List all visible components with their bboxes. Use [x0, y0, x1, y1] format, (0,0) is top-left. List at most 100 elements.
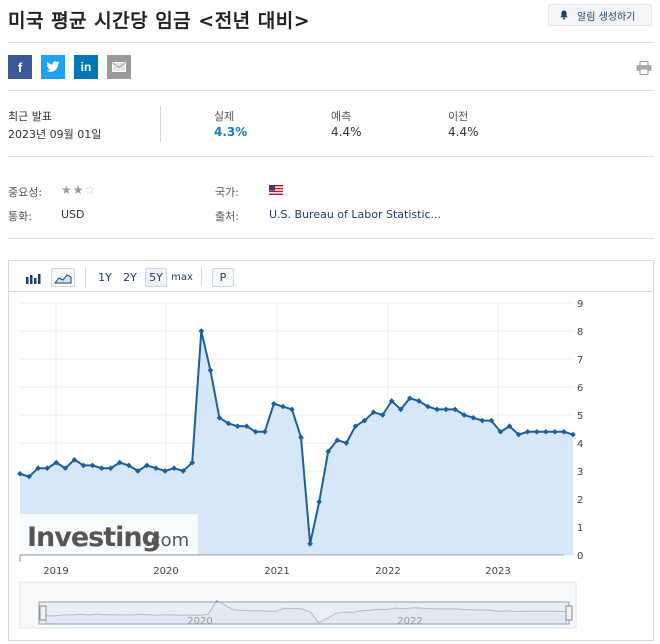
forecast-value: 4.4% — [331, 125, 362, 139]
data-point[interactable] — [533, 428, 540, 435]
data-point[interactable] — [298, 434, 304, 441]
data-point[interactable] — [252, 428, 259, 435]
data-point[interactable] — [180, 468, 187, 474]
bar-chart-button[interactable] — [21, 268, 45, 287]
data-point[interactable] — [89, 462, 96, 469]
data-point[interactable] — [316, 498, 322, 505]
data-point[interactable] — [334, 437, 341, 444]
watermark-suffix: .com — [145, 530, 189, 551]
area-chart-button[interactable] — [51, 268, 75, 287]
data-point[interactable] — [488, 417, 495, 424]
page-title: 미국 평균 시간당 임금 <전년 대비> — [8, 10, 311, 32]
data-point[interactable] — [561, 428, 567, 435]
create-alert-button[interactable]: 알림 생성하기 — [548, 4, 652, 26]
data-point[interactable] — [17, 470, 23, 477]
data-point[interactable] — [216, 414, 223, 421]
divider — [160, 106, 161, 142]
data-point[interactable] — [44, 465, 51, 472]
divider — [85, 267, 86, 287]
data-point[interactable] — [542, 428, 549, 435]
data-point[interactable] — [271, 400, 277, 407]
data-point[interactable] — [116, 459, 123, 466]
data-point[interactable] — [388, 398, 395, 404]
data-point[interactable] — [261, 428, 268, 435]
y-tick-label: 8 — [577, 327, 583, 338]
star-icon: ★ — [72, 183, 85, 197]
envelope-icon — [112, 62, 126, 72]
range-1y-button[interactable]: 1Y — [98, 271, 112, 284]
twitter-icon — [46, 61, 60, 72]
navigator-label: 2022 — [397, 616, 422, 627]
data-point[interactable] — [107, 465, 114, 472]
p-button[interactable]: P — [212, 268, 234, 287]
data-point[interactable] — [570, 431, 576, 438]
data-point[interactable] — [35, 465, 41, 472]
currency-value: USD — [61, 208, 85, 221]
email-share-button[interactable] — [107, 55, 131, 79]
navigator[interactable]: 2020 2022 — [19, 581, 577, 629]
linkedin-share-button[interactable]: in — [74, 55, 98, 79]
data-point[interactable] — [225, 420, 232, 427]
data-point[interactable] — [343, 440, 350, 446]
divider — [8, 156, 654, 157]
x-tick-label: 2023 — [485, 566, 510, 577]
range-2y-button[interactable]: 2Y — [123, 271, 137, 284]
divider — [8, 238, 654, 239]
currency-label: 통화: — [8, 210, 32, 223]
navigator-left-handle[interactable] — [39, 605, 47, 621]
data-point[interactable] — [98, 465, 105, 472]
data-point[interactable] — [26, 473, 32, 480]
y-tick-label: 5 — [577, 411, 583, 422]
us-flag-icon — [269, 185, 283, 195]
linkedin-icon: in — [80, 60, 92, 74]
data-point[interactable] — [552, 428, 558, 435]
data-point[interactable] — [470, 414, 477, 421]
data-point[interactable] — [361, 417, 368, 424]
actual-label: 실제 — [214, 110, 235, 123]
data-point[interactable] — [243, 423, 250, 430]
data-point[interactable] — [80, 462, 87, 469]
data-point[interactable] — [524, 428, 531, 435]
data-point[interactable] — [162, 468, 168, 474]
data-point[interactable] — [125, 462, 132, 469]
data-point[interactable] — [352, 423, 359, 430]
data-point[interactable] — [144, 462, 150, 469]
wage-growth-chart[interactable]: 0 1 2 3 4 5 6 7 8 9 2019 2020 2021 2022 2023 Investin… — [9, 292, 653, 640]
data-point[interactable] — [406, 395, 413, 402]
data-point[interactable] — [497, 428, 504, 435]
navigator-selection[interactable] — [39, 602, 569, 624]
printer-icon[interactable] — [636, 61, 652, 75]
y-tick-label: 1 — [577, 523, 583, 534]
data-point[interactable] — [207, 367, 214, 374]
navigator-right-handle[interactable] — [565, 605, 573, 621]
data-point[interactable] — [171, 465, 177, 472]
latest-release-label: 최근 발표 — [8, 110, 52, 123]
star-icon: ★ — [61, 183, 73, 197]
navigator-label: 2020 — [187, 616, 212, 627]
data-point[interactable] — [461, 412, 468, 418]
source-link[interactable]: U.S. Bureau of Labor Statistic... — [269, 208, 442, 221]
country-label: 국가: — [215, 186, 239, 199]
data-point[interactable] — [135, 468, 141, 474]
y-tick-label: 3 — [577, 467, 583, 478]
data-point[interactable] — [153, 465, 159, 472]
data-point[interactable] — [189, 459, 196, 466]
twitter-share-button[interactable] — [41, 55, 65, 79]
data-point[interactable] — [506, 423, 513, 430]
y-tick-label: 2 — [577, 495, 583, 506]
source-label: 출처: — [215, 210, 239, 223]
data-point[interactable] — [325, 448, 332, 455]
facebook-share-button[interactable]: f — [8, 55, 32, 79]
data-point[interactable] — [379, 412, 386, 418]
area-chart-icon — [54, 273, 72, 283]
data-point[interactable] — [234, 423, 241, 430]
forecast-label: 예측 — [331, 110, 352, 123]
data-point[interactable] — [198, 328, 205, 334]
data-point[interactable] — [370, 409, 377, 416]
data-point[interactable] — [62, 465, 69, 472]
data-point[interactable] — [515, 431, 522, 438]
data-point[interactable] — [416, 398, 422, 404]
range-max-button[interactable]: max — [171, 272, 193, 283]
data-point[interactable] — [479, 417, 486, 424]
range-5y-button[interactable]: 5Y — [145, 268, 167, 287]
